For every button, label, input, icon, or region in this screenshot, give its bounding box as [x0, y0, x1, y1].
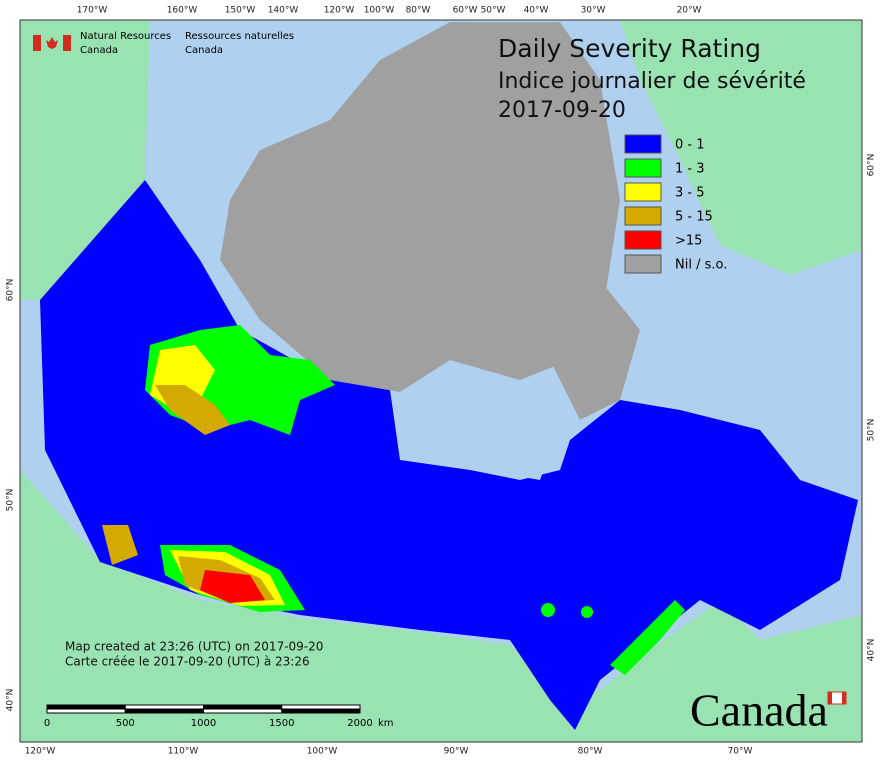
latitude-label: 50°N	[867, 419, 877, 442]
longitude-label: 120°W	[324, 6, 355, 16]
flag-leaf	[46, 37, 58, 49]
longitude-label: 70°W	[728, 747, 753, 757]
longitude-label: 160°W	[167, 6, 198, 16]
scale-segment	[281, 704, 361, 710]
scale-label: 1500	[269, 718, 294, 729]
arctic-islands	[220, 22, 620, 392]
agency: Ressources naturelles	[185, 31, 294, 42]
legend-swatch	[624, 134, 662, 154]
greenland	[620, 20, 862, 275]
scale-segment	[203, 704, 283, 710]
footer: Map created at 23:26 (UTC) on 2017-09-20	[65, 640, 323, 654]
rating-area	[102, 525, 138, 565]
legend-label: >15	[675, 234, 702, 249]
scale-unit: km	[378, 718, 394, 729]
rating-area	[581, 606, 593, 618]
baffin	[520, 260, 640, 420]
hudson-bay	[390, 388, 555, 480]
longitude-label: 170°W	[77, 6, 108, 16]
frame	[19, 19, 863, 743]
title: 2017-09-20	[498, 98, 626, 123]
scale-bar: 0 500 1000 1500 2000 km	[44, 704, 394, 729]
longitude-label: 80°W	[578, 747, 603, 757]
rating-area	[155, 385, 230, 435]
scale-label: 0	[44, 718, 50, 729]
legend-label: 1 - 3	[675, 162, 705, 177]
rating-area	[541, 603, 555, 617]
longitude-label: 50°W	[481, 6, 506, 16]
longitude-label: 100°W	[307, 747, 338, 757]
latitude-label: 60°N	[6, 279, 16, 302]
longitude-label: 40°W	[524, 6, 549, 16]
flag-bar	[33, 35, 41, 51]
scale-label: 1000	[191, 718, 216, 729]
scale-segment	[203, 708, 283, 714]
longitude-label: 30°W	[581, 6, 606, 16]
graticule: 170°W 160°W 150°W 140°W 120°W 100°W 80°W 60°W 50…	[6, 6, 877, 757]
longitude-label: 140°W	[268, 6, 299, 16]
longitude-label: 150°W	[225, 6, 256, 16]
title: Daily Severity Rating	[498, 34, 761, 63]
legend-swatch	[624, 182, 662, 202]
agency: Natural Resources	[80, 31, 171, 42]
legend-swatch	[624, 230, 662, 250]
flag-bar	[63, 35, 71, 51]
scale-segment	[46, 704, 126, 710]
rating-area	[200, 570, 265, 603]
agency: Canada	[185, 45, 223, 56]
wordmark-flag	[828, 692, 832, 704]
legend-label: 5 - 15	[675, 210, 713, 225]
latitude-label: 40°N	[867, 639, 877, 662]
latitude-label: 40°N	[6, 689, 16, 712]
footer: Carte créée le 2017-09-20 (UTC) à 23:26	[65, 655, 310, 669]
legend-label: 0 - 1	[675, 138, 705, 153]
scale-label: 500	[116, 718, 135, 729]
title: Indice journalier de sévérité	[498, 69, 806, 94]
longitude-label: 90°W	[444, 747, 469, 757]
longitude-label: 60°W	[453, 6, 478, 16]
longitude-label: 120°W	[25, 747, 56, 757]
wordmark-flag	[842, 692, 846, 704]
longitude-label: 80°W	[406, 6, 431, 16]
alaska	[20, 20, 150, 300]
latitude-label: 50°N	[6, 489, 16, 512]
scale-segment	[124, 708, 204, 714]
legend-label: Nil / s.o.	[675, 258, 727, 273]
legend-swatch	[624, 206, 662, 226]
logo: Natural Resources Canada Ressources natu…	[33, 31, 294, 56]
united-states	[20, 470, 862, 742]
longitude-label: 110°W	[168, 747, 199, 757]
scale-segment	[281, 708, 361, 714]
legend-swatch	[624, 254, 662, 274]
wordmark: Canada	[690, 685, 828, 736]
scale-segment	[124, 704, 204, 710]
agency: Canada	[80, 45, 118, 56]
legend: 0 - 1 1 - 3 3 - 5 5 - 15 >15 Nil / s.o.	[624, 134, 727, 274]
land	[20, 20, 862, 742]
longitude-label: 100°W	[364, 6, 395, 16]
legend-label: 3 - 5	[675, 186, 705, 201]
rating-area	[610, 600, 685, 675]
latitude-label: 60°N	[867, 154, 877, 177]
legend-swatch	[624, 158, 662, 178]
scale-label: 2000	[347, 718, 372, 729]
longitude-label: 20°W	[677, 6, 702, 16]
scale-segment	[46, 708, 126, 714]
